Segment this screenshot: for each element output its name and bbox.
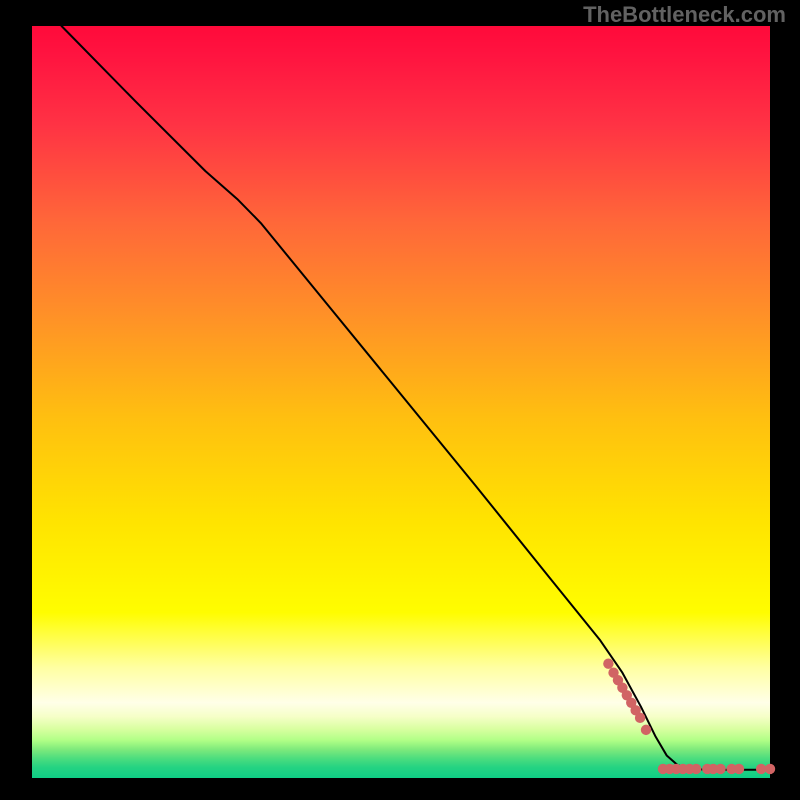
scatter-point [635,713,645,723]
scatter-point [765,764,775,774]
scatter-point [641,725,651,735]
scatter-point [603,659,613,669]
watermark-label: TheBottleneck.com [583,2,786,28]
scatter-point [691,764,701,774]
scatter-point [734,764,744,774]
gradient-background [32,26,770,778]
scatter-point [756,764,766,774]
scatter-point [715,764,725,774]
bottleneck-chart [0,0,800,800]
canvas-root: TheBottleneck.com [0,0,800,800]
